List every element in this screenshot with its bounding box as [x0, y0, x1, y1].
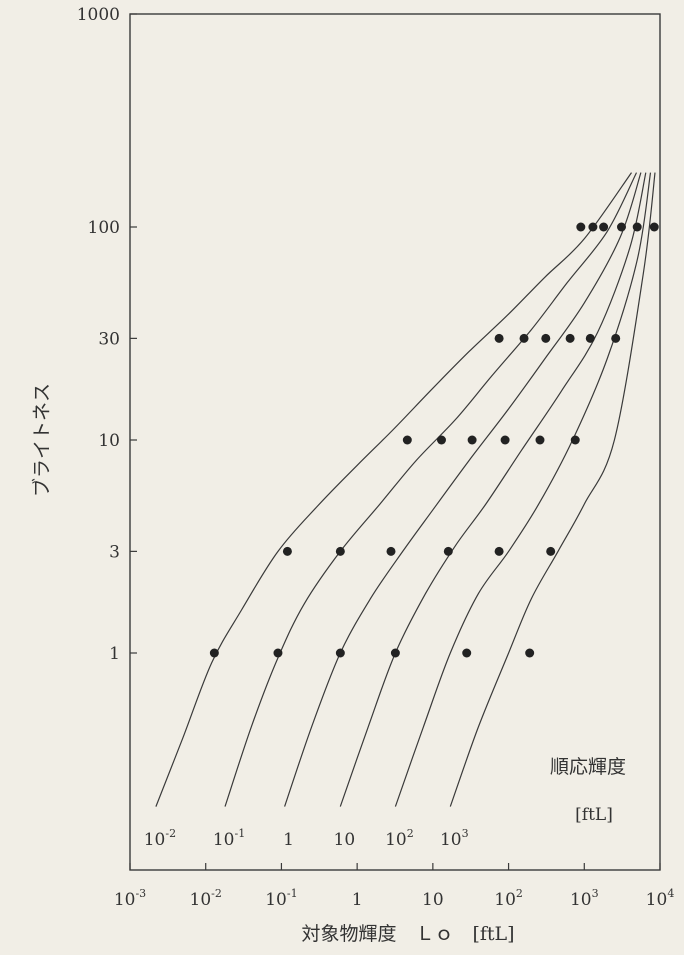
y-tick-label: 100	[88, 218, 120, 238]
curve-label: 103	[440, 827, 469, 850]
data-point	[611, 333, 621, 343]
curve-label: 10-1	[213, 827, 245, 850]
curve-label: 10-2	[144, 827, 176, 850]
data-point	[390, 648, 400, 658]
data-point	[443, 546, 453, 556]
data-point	[525, 648, 535, 658]
curve-label: 102	[385, 827, 414, 850]
series-curve	[284, 172, 642, 807]
curve-labels: 10-2 10-1 1 10 102 103	[144, 827, 469, 850]
data-point	[546, 546, 556, 556]
data-point	[335, 546, 345, 556]
data-point	[335, 648, 345, 658]
data-point	[273, 648, 283, 658]
data-point	[632, 222, 642, 232]
curve-label: 10	[334, 830, 356, 850]
data-point	[599, 222, 609, 232]
y-tick-label: 30	[98, 329, 120, 349]
data-point	[588, 222, 598, 232]
data-point	[541, 333, 551, 343]
legend-unit: [ftL]	[575, 805, 613, 825]
data-point	[500, 435, 510, 445]
data-point	[649, 222, 659, 232]
data-point	[585, 333, 595, 343]
data-point	[494, 333, 504, 343]
x-ticks: 10-3 10-2 10-1 1 10 102 103 104	[114, 863, 675, 910]
x-tick-label: 103	[570, 887, 599, 910]
data-point	[494, 546, 504, 556]
data-point	[570, 435, 580, 445]
data-point	[519, 333, 529, 343]
curves-layer	[155, 172, 656, 807]
y-axis-title: ブライトネス	[30, 383, 53, 497]
x-axis-title: 対象物輝度 Ｌｏ [ftL]	[301, 923, 514, 945]
series-curve	[394, 172, 652, 807]
series-curve	[155, 172, 632, 807]
y-tick-label: 1	[109, 644, 120, 664]
data-point	[386, 546, 396, 556]
y-ticks: 1 3 10 30 100 1000	[77, 5, 137, 664]
points-layer	[209, 222, 659, 658]
x-tick-label: 1	[352, 890, 363, 910]
y-tick-label: 1000	[77, 5, 120, 25]
data-point	[436, 435, 446, 445]
data-point	[462, 648, 472, 658]
x-tick-label: 10-1	[265, 887, 297, 910]
series-curve	[224, 172, 638, 807]
x-tick-label: 10-3	[114, 887, 146, 910]
plot-frame	[129, 13, 661, 871]
data-point	[535, 435, 545, 445]
data-point	[467, 435, 477, 445]
series-curve	[339, 172, 647, 807]
curve-label: 1	[283, 830, 294, 850]
legend-title: 順応輝度	[550, 756, 626, 778]
x-tick-label: 10	[422, 890, 444, 910]
data-point	[402, 435, 412, 445]
data-point	[616, 222, 626, 232]
data-point	[565, 333, 575, 343]
x-tick-label: 102	[494, 887, 523, 910]
y-tick-label: 3	[109, 542, 120, 562]
data-point	[282, 546, 292, 556]
x-tick-label: 104	[646, 887, 675, 910]
data-point	[209, 648, 219, 658]
data-point	[576, 222, 586, 232]
x-tick-label: 10-2	[190, 887, 222, 910]
y-tick-label: 10	[98, 431, 120, 451]
series-curve	[449, 172, 656, 807]
